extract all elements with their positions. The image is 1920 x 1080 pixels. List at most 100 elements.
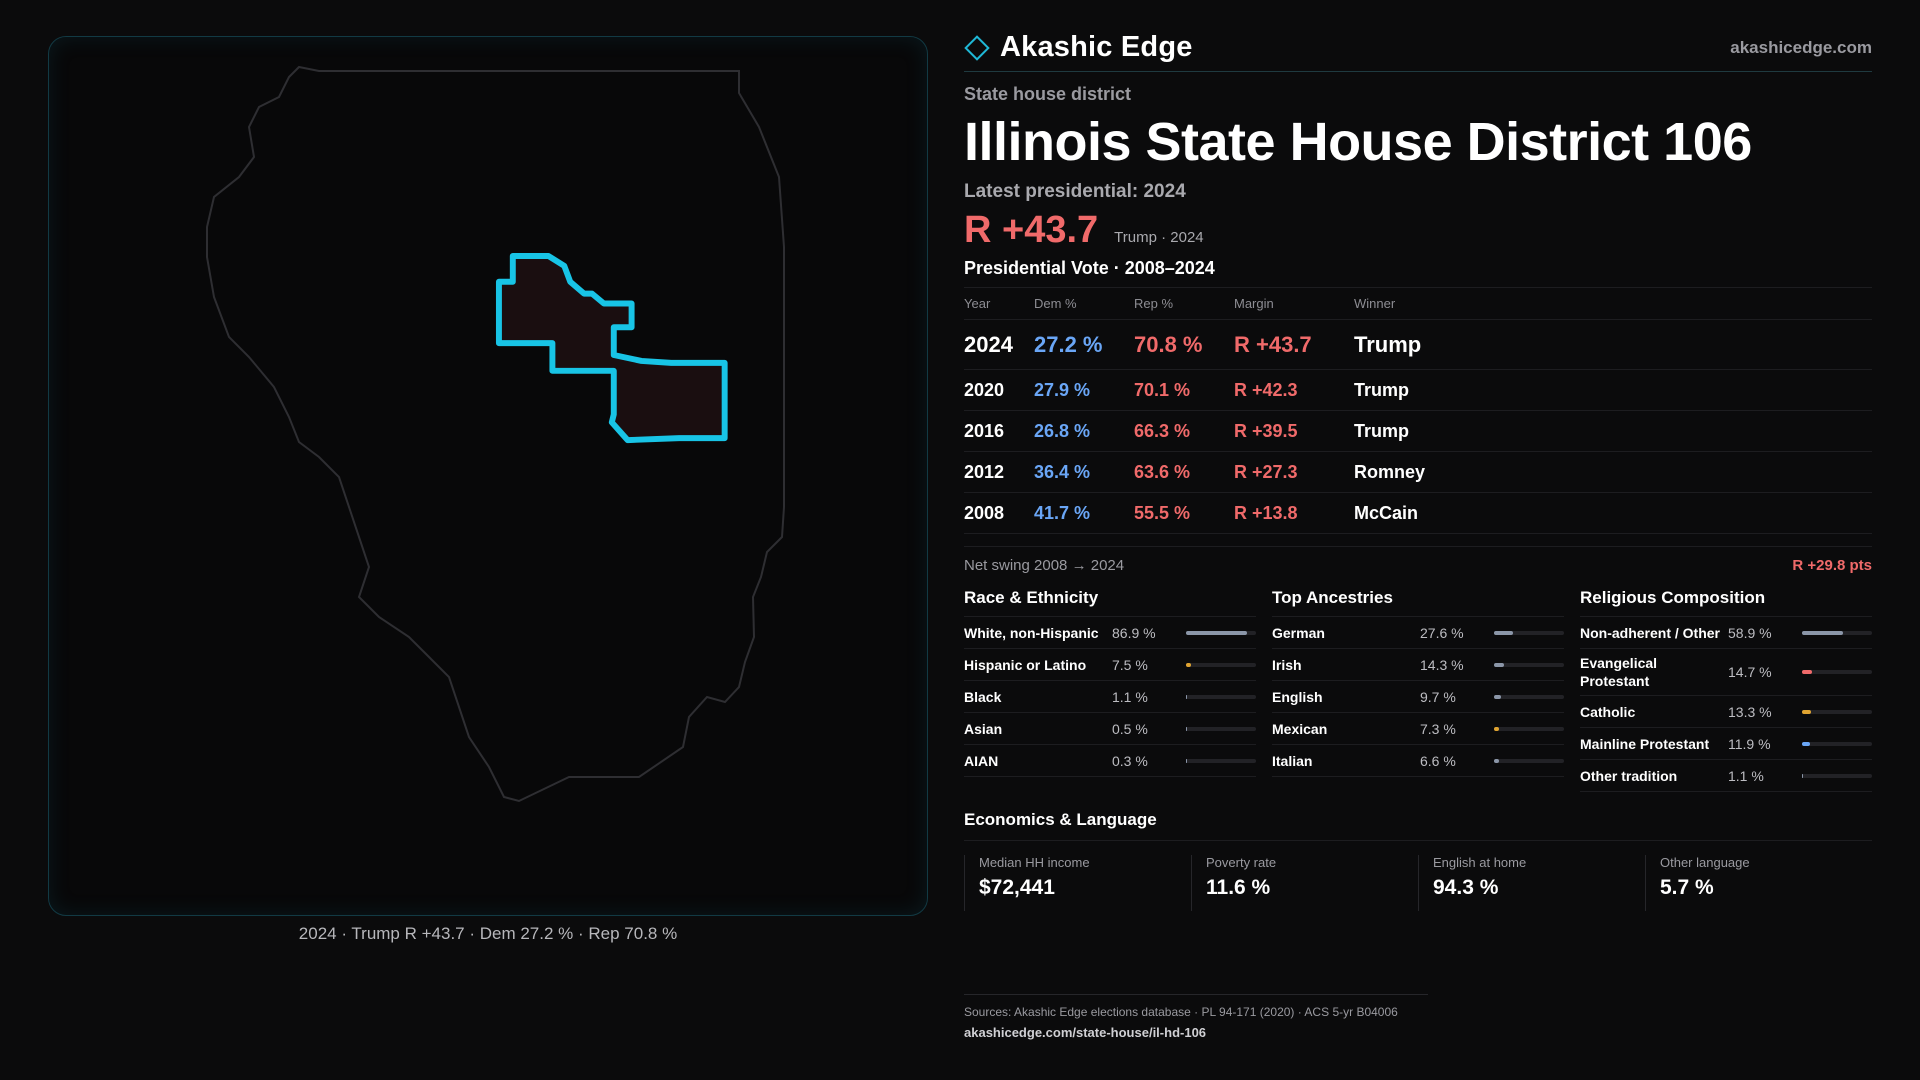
year-cell: 2008 — [964, 492, 1034, 534]
latest-presidential-label: Latest presidential: 2024 — [964, 181, 1186, 202]
item-bar — [1802, 741, 1872, 746]
item-bar-fill — [1494, 662, 1504, 667]
brand[interactable]: Akashic Edge — [964, 31, 1193, 64]
item-bar — [1802, 670, 1872, 674]
illinois-map[interactable] — [49, 37, 929, 917]
table-row[interactable]: 2020 27.9 % 70.1 % R +42.3 Trump — [964, 369, 1872, 411]
item-bar — [1802, 709, 1872, 714]
margin-cell: R +27.3 — [1234, 451, 1354, 493]
net-swing: Net swing 2008 → 2024 R +29.8 pts — [964, 546, 1872, 574]
item-bar-fill — [1186, 662, 1192, 667]
item-value: 86.9 % — [1112, 624, 1156, 641]
list-item: Hispanic or Latino 7.5 % — [964, 649, 1256, 681]
item-bar — [1802, 630, 1872, 635]
item-label: Irish — [1272, 656, 1302, 673]
econ-card-poverty: Poverty rate 11.6 % — [1191, 855, 1418, 911]
rep-cell: 70.1 % — [1134, 369, 1234, 411]
col-winner: Winner — [1354, 287, 1872, 320]
illinois-state-outline — [206, 65, 785, 803]
econ-label: Poverty rate — [1206, 855, 1277, 870]
item-label: German — [1272, 624, 1325, 641]
item-label: Catholic — [1580, 703, 1636, 720]
dem-cell: 26.8 % — [1034, 410, 1134, 452]
item-value: 11.9 % — [1728, 735, 1771, 752]
table-row[interactable]: 2016 26.8 % 66.3 % R +39.5 Trump — [964, 410, 1872, 452]
item-bar-fill — [1186, 758, 1187, 763]
item-bar — [1186, 630, 1256, 635]
year-cell: 2016 — [964, 410, 1034, 452]
headline-margin: R +43.7 Trump · 2024 — [964, 209, 1872, 252]
table-row[interactable]: 2024 27.2 % 70.8 % R +43.7 Trump — [964, 319, 1872, 370]
list-item: Mainline Protestant 11.9 % — [1580, 728, 1872, 760]
item-value: 7.5 % — [1112, 656, 1148, 673]
item-value: 14.7 % — [1728, 664, 1772, 680]
table-row[interactable]: 2012 36.4 % 63.6 % R +27.3 Romney — [964, 451, 1872, 493]
district-106-outline[interactable] — [495, 253, 728, 444]
item-bar — [1494, 694, 1564, 699]
year-cell: 2020 — [964, 369, 1034, 411]
item-value: 0.3 % — [1112, 752, 1148, 769]
dem-cell: 27.2 % — [1034, 319, 1134, 370]
item-bar-fill — [1802, 773, 1803, 778]
item-bar — [1494, 630, 1564, 635]
econ-card-other-language: Other language 5.7 % — [1645, 855, 1872, 911]
item-bar-fill — [1802, 630, 1844, 635]
item-value: 7.3 % — [1420, 720, 1456, 737]
diamond-logo-icon — [964, 34, 990, 61]
item-value: 58.9 % — [1728, 624, 1772, 641]
list-item: White, non-Hispanic 86.9 % — [964, 617, 1256, 649]
list-item: English 9.7 % — [1272, 681, 1564, 713]
margin-cell: R +39.5 — [1234, 410, 1354, 452]
year-cell: 2012 — [964, 451, 1034, 493]
col-margin: Margin — [1234, 287, 1354, 320]
rep-cell: 55.5 % — [1134, 492, 1234, 534]
item-value: 13.3 % — [1728, 703, 1772, 720]
list-item: Irish 14.3 % — [1272, 649, 1564, 681]
dem-cell: 27.9 % — [1034, 369, 1134, 411]
econ-card-english: English at home 94.3 % — [1418, 855, 1645, 911]
list-item: German 27.6 % — [1272, 617, 1564, 649]
dem-cell: 36.4 % — [1034, 451, 1134, 493]
source-url-link[interactable]: akashicedge.com/state-house/il-hd-106 — [964, 1025, 1207, 1040]
item-bar — [1186, 726, 1256, 731]
dem-cell: 41.7 % — [1034, 492, 1134, 534]
winner-cell: Trump — [1354, 319, 1872, 370]
item-label: Hispanic or Latino — [964, 656, 1087, 673]
item-value: 14.3 % — [1420, 656, 1464, 673]
religion-section: Religious Composition Non-adherent / Oth… — [1580, 588, 1872, 792]
item-value: 0.5 % — [1112, 720, 1148, 737]
headline-margin-sub: Trump · 2024 — [1114, 229, 1204, 246]
col-year: Year — [964, 287, 1034, 320]
table-row[interactable]: 2008 41.7 % 55.5 % R +13.8 McCain — [964, 492, 1872, 534]
item-label: AIAN — [964, 752, 999, 769]
list-item: Catholic 13.3 % — [1580, 696, 1872, 728]
vote-table: Year Dem % Rep % Margin Winner 2024 27.2… — [964, 287, 1872, 534]
item-bar — [1494, 662, 1564, 667]
item-bar-fill — [1186, 694, 1187, 699]
section-title: Top Ancestries — [1272, 588, 1564, 617]
net-swing-label: Net swing 2008 → 2024 — [964, 557, 1125, 574]
econ-label: Other language — [1660, 855, 1750, 870]
col-rep: Rep % — [1134, 287, 1234, 320]
item-bar — [1186, 662, 1256, 667]
item-bar-fill — [1494, 758, 1499, 763]
list-item: Non-adherent / Other 58.9 % — [1580, 617, 1872, 649]
net-swing-value: R +29.8 pts — [1792, 557, 1872, 574]
map-panel[interactable] — [48, 36, 928, 916]
rep-cell: 63.6 % — [1134, 451, 1234, 493]
item-bar-fill — [1186, 726, 1187, 731]
item-value: 6.6 % — [1420, 752, 1456, 769]
map-caption: 2024 · Trump R +43.7 · Dem 27.2 % · Rep … — [298, 924, 678, 943]
brand-header: Akashic Edge akashicedge.com — [964, 30, 1872, 72]
item-label: Evangelical Protestant — [1580, 655, 1658, 689]
item-label: Non-adherent / Other — [1580, 624, 1721, 641]
item-label: Asian — [964, 720, 1003, 737]
item-bar — [1186, 694, 1256, 699]
econ-value: 94.3 % — [1433, 876, 1499, 899]
brand-url-link[interactable]: akashicedge.com — [1730, 37, 1872, 57]
section-title: Race & Ethnicity — [964, 588, 1256, 617]
item-bar-fill — [1494, 726, 1500, 731]
district-info-panel: Akashic Edge akashicedge.com State house… — [964, 30, 1872, 911]
item-bar — [1494, 726, 1564, 731]
sources-footer: Sources: Akashic Edge elections database… — [964, 994, 1428, 1040]
